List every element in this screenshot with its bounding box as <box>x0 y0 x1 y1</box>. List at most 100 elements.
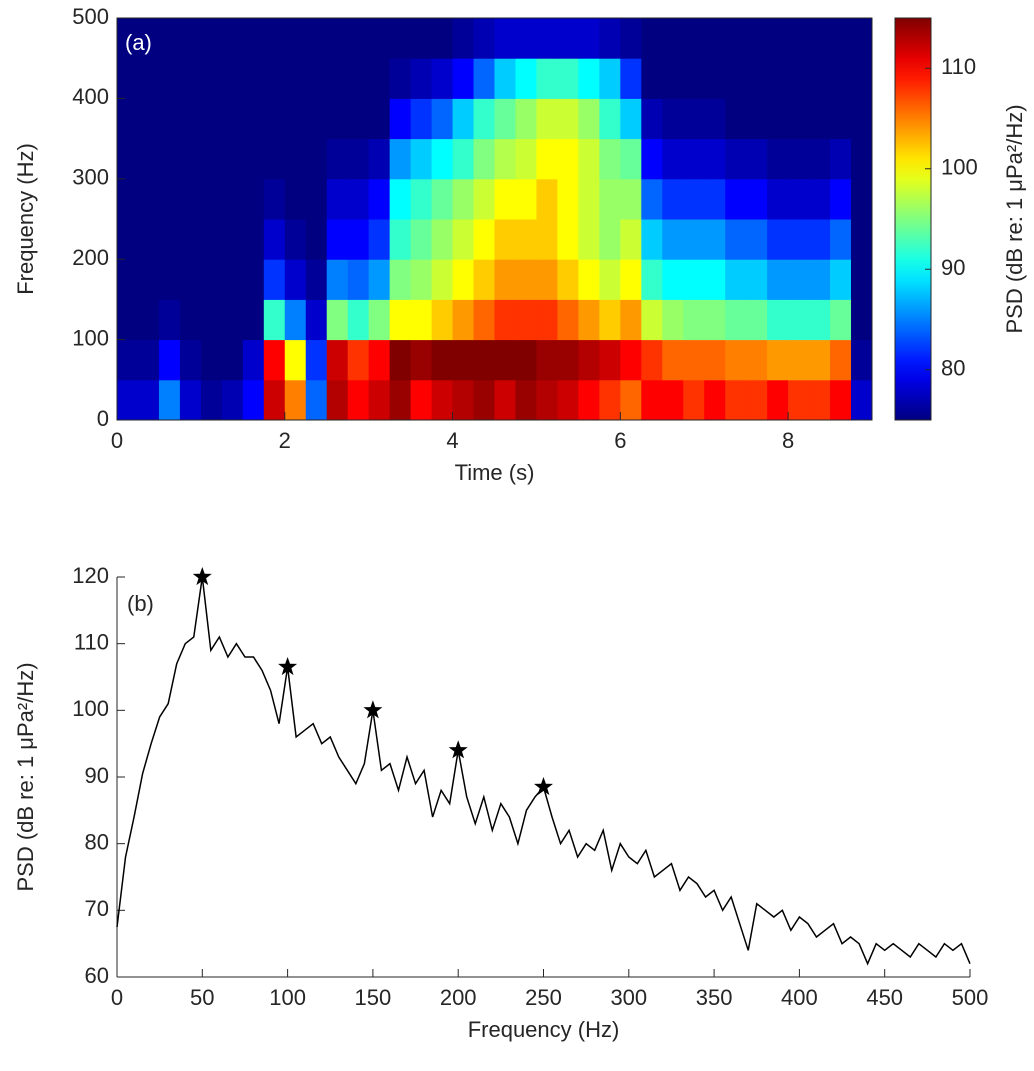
heat-cell <box>536 219 558 260</box>
heat-cell <box>326 219 349 260</box>
heat-cell <box>179 219 202 260</box>
heat-cell <box>117 178 139 220</box>
heat-cell <box>851 379 873 421</box>
heat-cell <box>410 299 433 341</box>
heat-cell <box>641 178 663 220</box>
peak-marker <box>278 657 298 676</box>
heat-cell <box>117 379 139 421</box>
heat-cell <box>347 98 370 140</box>
heat-cell <box>158 18 181 59</box>
heat-cell <box>242 299 265 341</box>
heat-cell <box>284 58 307 99</box>
heat-cell <box>599 58 621 99</box>
heat-cell <box>641 299 663 341</box>
heat-cell <box>557 259 579 300</box>
x-tick-label: 0 <box>111 985 123 1010</box>
heat-cell <box>179 259 202 300</box>
heat-cell <box>117 299 139 341</box>
heat-cell <box>221 18 244 59</box>
peak-marker <box>192 567 212 586</box>
heat-cell <box>473 379 495 421</box>
heat-cell <box>221 138 244 180</box>
heat-cell <box>641 58 663 99</box>
heat-cell <box>221 339 244 381</box>
heat-cell <box>137 219 160 260</box>
heat-cell <box>620 58 642 99</box>
heat-cell <box>179 379 202 421</box>
heat-cell <box>662 18 684 59</box>
heat-cell <box>221 299 244 341</box>
y-tick-label: 300 <box>72 165 109 190</box>
heat-cell <box>536 18 558 59</box>
y-tick-label: 100 <box>72 696 109 721</box>
heat-cell <box>200 18 223 59</box>
heat-cell <box>242 138 265 180</box>
heat-cell <box>620 259 642 300</box>
heat-cell <box>431 299 454 341</box>
heat-cell <box>767 18 789 59</box>
heat-cell <box>494 178 516 220</box>
heat-cell <box>221 379 244 421</box>
x-tick-label: 300 <box>610 985 647 1010</box>
heat-cell <box>347 219 370 260</box>
heat-cell <box>536 339 558 381</box>
heat-cell <box>641 219 663 260</box>
heat-cell <box>557 339 579 381</box>
heat-cell <box>347 18 370 59</box>
y-tick-label: 200 <box>72 245 109 270</box>
x-tick-label: 500 <box>952 985 989 1010</box>
heat-cell <box>788 379 810 421</box>
heat-cell <box>347 259 370 300</box>
heat-cell <box>683 339 705 381</box>
heat-cell <box>431 98 454 140</box>
heat-cell <box>599 339 621 381</box>
heat-cell <box>767 178 789 220</box>
heat-cell <box>746 138 768 180</box>
heat-cell <box>536 299 558 341</box>
heat-cell <box>788 259 810 300</box>
heat-cell <box>326 98 349 140</box>
heat-cell <box>284 219 307 260</box>
heat-cell <box>704 138 726 180</box>
heat-cell <box>368 18 391 59</box>
heat-cell <box>788 58 810 99</box>
heat-cell <box>557 178 579 220</box>
heat-cell <box>515 299 537 341</box>
heat-cell <box>725 138 747 180</box>
heat-cell <box>305 98 328 140</box>
y-tick-label: 70 <box>85 896 109 921</box>
heat-cell <box>788 18 810 59</box>
heat-cell <box>137 379 160 421</box>
heat-cell <box>557 98 579 140</box>
heat-cell <box>515 379 537 421</box>
heat-cell <box>410 178 433 220</box>
x-tick-label: 250 <box>525 985 562 1010</box>
heat-cell <box>158 98 181 140</box>
heat-cell <box>347 58 370 99</box>
heat-cell <box>389 178 412 220</box>
heat-cell <box>809 18 831 59</box>
heat-cell <box>683 18 705 59</box>
heat-cell <box>137 18 160 59</box>
heat-cell <box>578 219 600 260</box>
heat-cell <box>767 219 789 260</box>
heat-cell <box>452 299 475 341</box>
heat-cell <box>263 219 286 260</box>
heat-cell <box>368 339 391 381</box>
heat-cell <box>599 98 621 140</box>
x-tick-label: 200 <box>440 985 477 1010</box>
heat-cell <box>368 58 391 99</box>
heat-cell <box>368 259 391 300</box>
y-axis-label: Frequency (Hz) <box>13 143 38 295</box>
heat-cell <box>242 379 265 421</box>
heat-cell <box>704 259 726 300</box>
heat-cell <box>725 18 747 59</box>
y-tick-label: 60 <box>85 963 109 988</box>
heat-cell <box>410 138 433 180</box>
heat-cell <box>179 178 202 220</box>
heat-cell <box>662 219 684 260</box>
heat-cell <box>284 339 307 381</box>
heat-cell <box>578 178 600 220</box>
heat-cell <box>851 98 873 140</box>
